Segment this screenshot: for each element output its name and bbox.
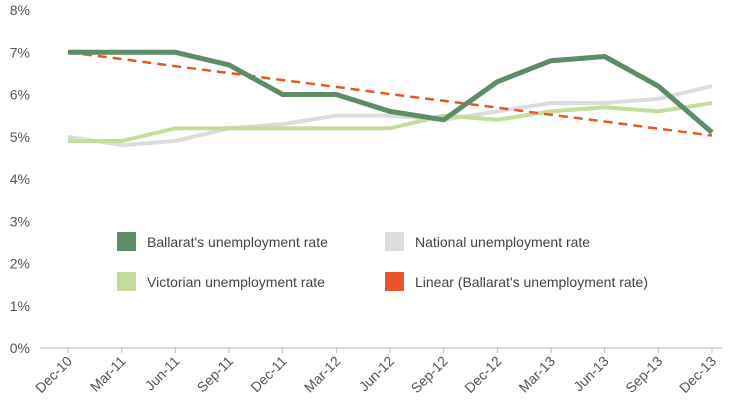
legend-label-0: Ballarat's unemployment rate <box>147 234 328 250</box>
x-tick-label: Sep-12 <box>408 353 451 396</box>
y-tick-label: 7% <box>10 44 30 60</box>
series-layer <box>67 49 714 148</box>
x-tick-label: Dec-11 <box>247 353 290 396</box>
y-tick-label: 0% <box>10 340 30 356</box>
x-tick-label: Sep-11 <box>194 353 237 396</box>
series-line-1 <box>67 84 713 148</box>
legend-swatch-3 <box>385 272 404 291</box>
y-tick-label: 2% <box>10 256 30 272</box>
x-tick-label: Dec-12 <box>461 353 504 396</box>
x-tick-label: Mar-13 <box>515 353 558 396</box>
x-tick-label: Mar-12 <box>301 353 344 396</box>
x-tick-label: Sep-13 <box>622 353 665 396</box>
x-tick-label: Jun-13 <box>570 353 612 395</box>
x-tick-label: Dec-10 <box>32 353 75 396</box>
x-tick-label: Mar-11 <box>87 353 129 395</box>
legend-label-3: Linear (Ballarat's unemployment rate) <box>415 274 648 290</box>
legend-label-2: Victorian unemployment rate <box>147 274 325 290</box>
y-tick-label: 5% <box>10 129 30 145</box>
series-line-2 <box>68 101 713 143</box>
x-tick-label: Dec-13 <box>676 353 719 396</box>
legend-swatch-2 <box>117 272 136 291</box>
y-tick-label: 3% <box>10 213 30 229</box>
series-line-0 <box>68 49 714 135</box>
y-tick-label: 8% <box>10 2 30 18</box>
legend-swatch-0 <box>117 232 136 251</box>
x-tick-label: Jun-11 <box>142 353 183 394</box>
legend: Ballarat's unemployment rate National une… <box>117 232 648 291</box>
y-tick-label: 4% <box>10 171 30 187</box>
y-tick-label: 6% <box>10 87 30 103</box>
x-tick-label: Jun-12 <box>356 353 398 395</box>
series-line-3 <box>67 51 713 137</box>
y-tick-label: 1% <box>10 298 30 314</box>
legend-label-1: National unemployment rate <box>415 234 590 250</box>
y-axis: 0% 1% 2% 3% 4% 5% 6% 7% 8% <box>10 2 30 356</box>
x-axis: Dec-10 Mar-11 Jun-11 Sep-11 Dec-11 Mar-12 Jun-… <box>32 348 719 396</box>
legend-swatch-1 <box>385 232 404 251</box>
